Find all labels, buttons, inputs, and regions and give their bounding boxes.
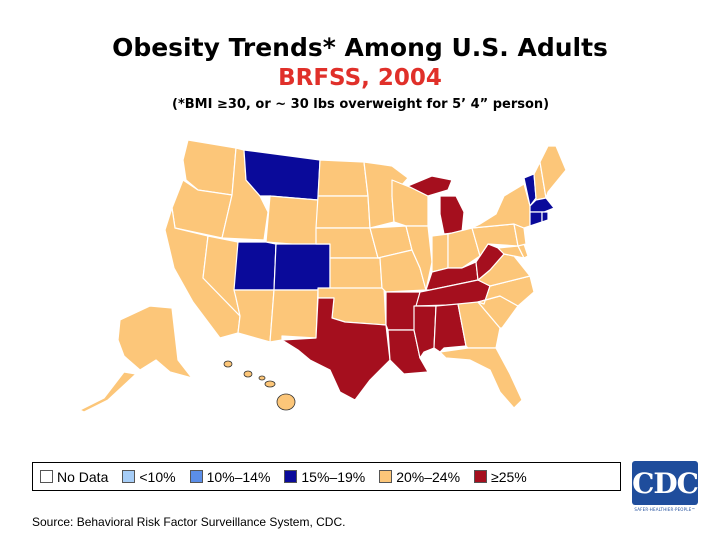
state-utah: [233, 241, 277, 291]
us-obesity-map: [79, 139, 567, 413]
source-note: Source: Behavioral Risk Factor Surveilla…: [32, 515, 346, 529]
legend-item-under-10: <10%: [122, 468, 176, 485]
legend-label: No Data: [57, 468, 109, 485]
cdc-logo: CDC SAFER·HEALTHIER·PEOPLE™: [632, 461, 699, 513]
legend-label: 10%–14%: [206, 468, 271, 485]
state-north-dakota: [317, 159, 369, 197]
state-kansas: [329, 257, 383, 291]
legend-item-25-plus: ≥25%: [474, 469, 527, 485]
legend-swatch: [40, 470, 53, 483]
page-subtitle: BRFSS, 2004: [278, 65, 442, 91]
legend-swatch: [284, 470, 298, 483]
legend: No Data <10% 10%–14% 15%–19% 20%–24% ≥25…: [32, 462, 621, 491]
legend-swatch: [189, 470, 203, 483]
state-south-dakota: [315, 195, 371, 229]
legend-swatch: [122, 470, 136, 483]
legend-label: ≥25%: [491, 468, 527, 485]
state-hawaii: [223, 360, 296, 411]
state-alaska: [117, 305, 193, 379]
state-indiana: [431, 233, 449, 273]
state-ohio: [447, 227, 481, 269]
state-maryland: [497, 245, 525, 259]
state-michigan: [439, 195, 465, 235]
state-connecticut: [529, 211, 543, 227]
page-title: Obesity Trends* Among U.S. Adults: [112, 33, 608, 62]
state-new-york: [471, 183, 531, 229]
cdc-logo-mark: CDC: [632, 461, 699, 505]
legend-label: 15%–19%: [301, 468, 366, 485]
legend-item-20-24: 20%–24%: [379, 469, 460, 485]
legend-label: <10%: [139, 468, 176, 485]
state-colorado: [273, 243, 331, 291]
legend-item-10-14: 10%–14%: [189, 468, 271, 485]
state-arizona: [233, 289, 275, 343]
state-texas: [281, 297, 391, 401]
alaska-aleutians: [79, 371, 137, 413]
state-new-mexico: [269, 289, 319, 343]
cdc-logo-tagline: SAFER·HEALTHIER·PEOPLE™: [634, 507, 696, 512]
legend-item-no-data: No Data: [40, 469, 108, 485]
legend-item-15-19: 15%–19%: [284, 469, 365, 485]
state-rhode-island: [541, 211, 549, 223]
legend-swatch: [379, 470, 393, 483]
state-michigan-up: [407, 175, 453, 197]
bmi-note: (*BMI ≥30, or ~ 30 lbs overweight for 5’…: [172, 97, 550, 112]
legend-swatch: [474, 470, 488, 483]
state-florida: [439, 347, 523, 409]
legend-label: 20%–24%: [396, 468, 461, 485]
state-wyoming: [265, 195, 319, 247]
